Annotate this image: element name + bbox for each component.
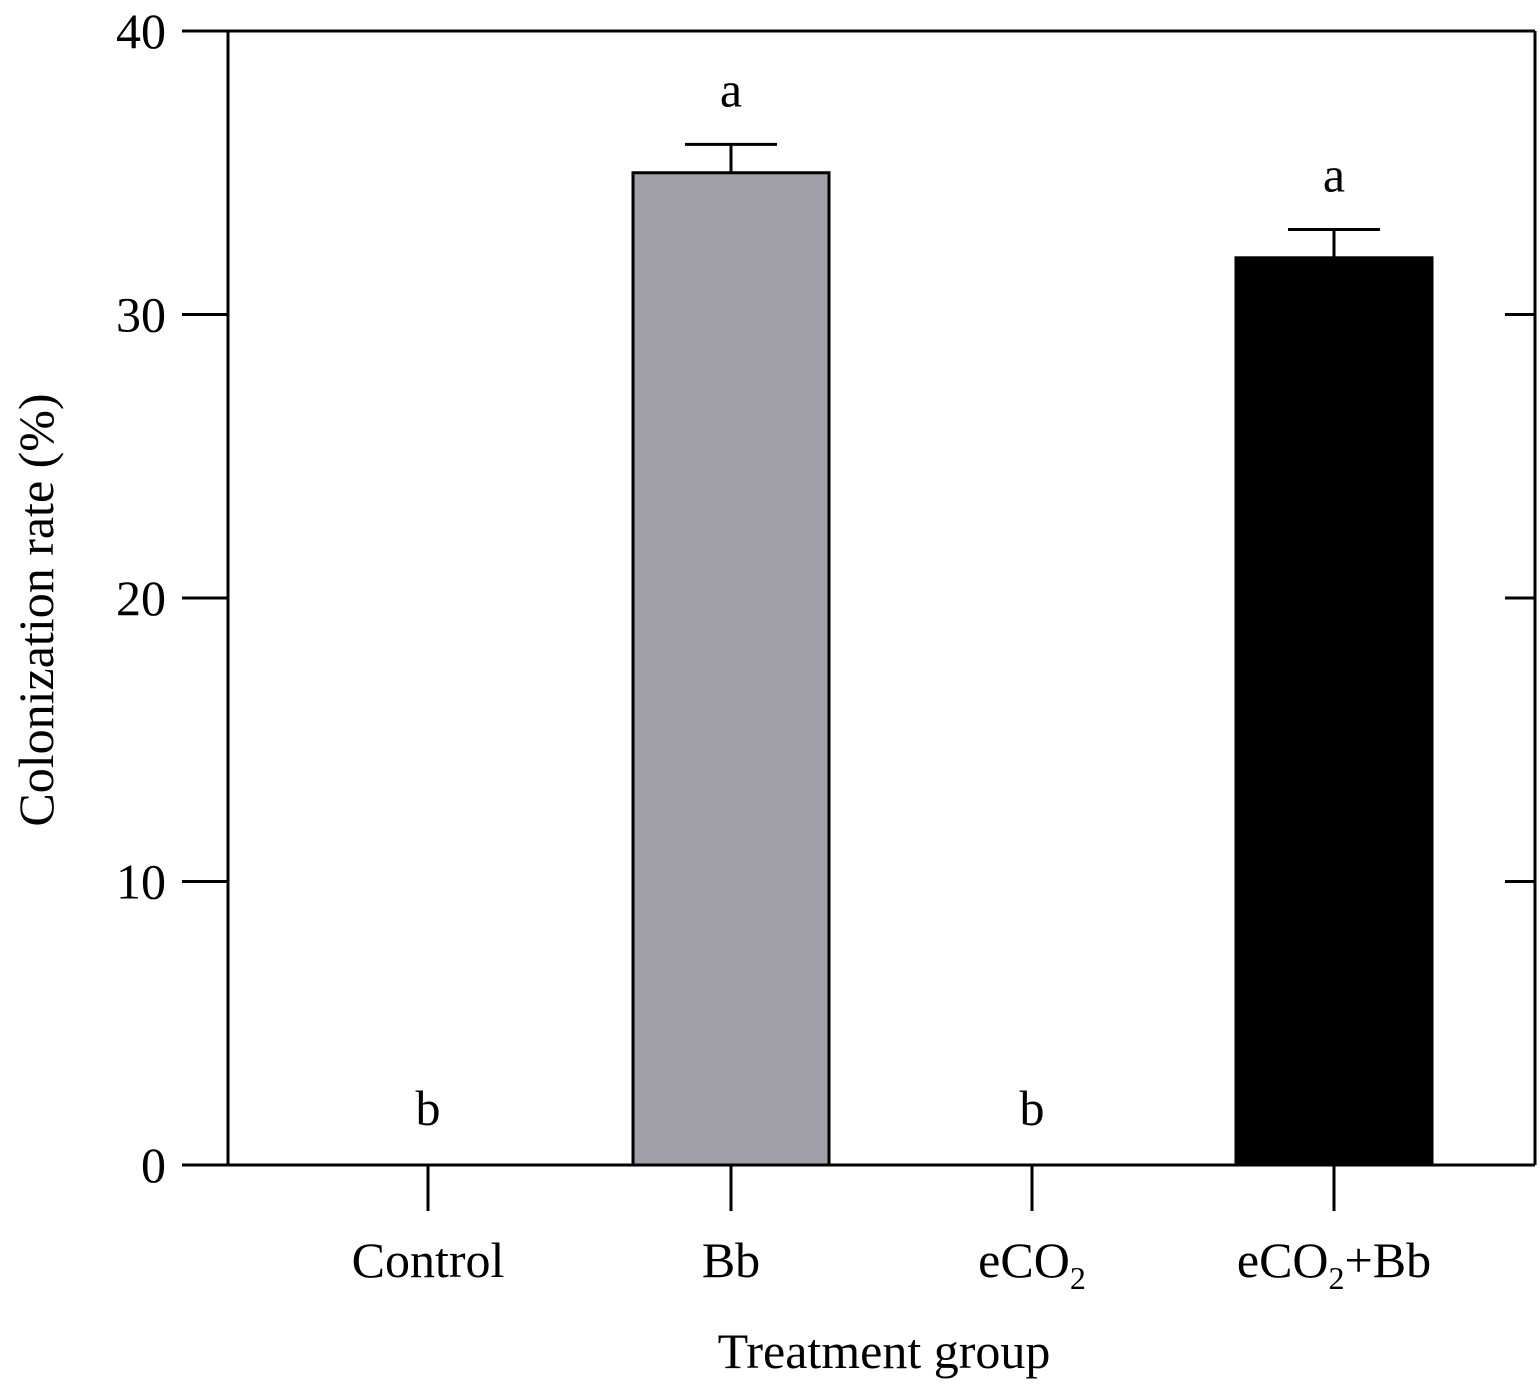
bar: [1234, 256, 1434, 1167]
y-axis-title: Colonization rate (%): [8, 393, 64, 826]
y-tick-label: 40: [116, 3, 166, 59]
y-tick-label: 0: [141, 1137, 166, 1193]
significance-label: b: [416, 1080, 441, 1136]
significance-label: a: [1323, 146, 1345, 202]
bar: [631, 171, 831, 1167]
y-tick-label: 30: [116, 287, 166, 343]
x-axis-title: Treatment group: [718, 1323, 1051, 1379]
x-tick-label: Control: [352, 1232, 505, 1288]
labels: 0 10 20 30 40 b Control a Bb b eCO2 a eCO2+Bb: [116, 3, 1431, 1296]
x-tick-label: eCO2+Bb: [1237, 1232, 1431, 1296]
y-tick-label: 10: [116, 854, 166, 910]
significance-label: a: [720, 61, 742, 117]
x-tick-label: Bb: [702, 1232, 760, 1288]
x-tick-label: eCO2: [978, 1232, 1086, 1296]
y-tick-label: 20: [116, 570, 166, 626]
bars: [631, 142, 1434, 1167]
axis-ticks: [182, 29, 1535, 1211]
significance-label: b: [1020, 1080, 1045, 1136]
